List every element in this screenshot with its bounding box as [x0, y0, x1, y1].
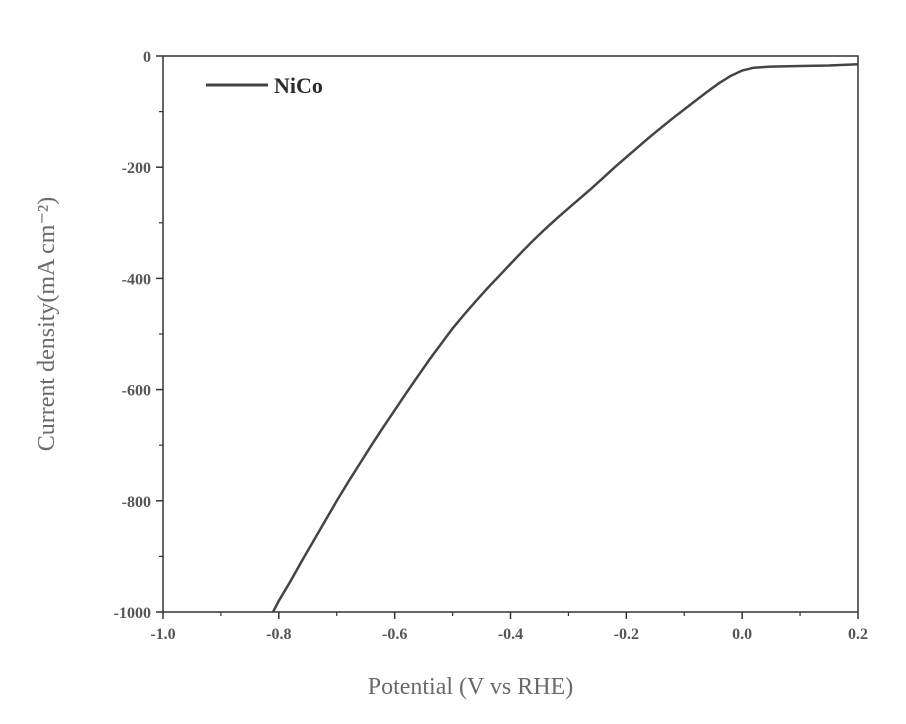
series-line-nico [273, 64, 858, 612]
y-tick-label: -400 [122, 271, 151, 288]
y-tick-label: -1000 [114, 605, 151, 622]
x-axis-ticks: -1.0 -0.8 -0.6 -0.4 -0.2 0.0 0.2 [150, 612, 868, 643]
legend: NiCo [206, 73, 323, 98]
y-axis-ticks: 0 -200 -400 -600 -800 -1000 [114, 49, 163, 622]
x-tick-label: 0.0 [732, 626, 752, 643]
plot-area [163, 56, 858, 612]
y-tick-label: -200 [122, 160, 151, 177]
y-axis-title: Current density(mA cm⁻²) [34, 197, 60, 451]
x-axis-title: Potential (V vs RHE) [368, 674, 574, 700]
x-tick-label: -0.4 [498, 626, 523, 643]
x-tick-label: -0.6 [382, 626, 407, 643]
x-tick-label: -1.0 [150, 626, 175, 643]
x-tick-label: -0.2 [614, 626, 639, 643]
x-tick-label: 0.2 [848, 626, 868, 643]
y-tick-label: -600 [122, 383, 151, 400]
y-tick-label: -800 [122, 494, 151, 511]
y-tick-label: 0 [143, 49, 151, 66]
x-tick-label: -0.8 [266, 626, 291, 643]
legend-label-nico: NiCo [274, 73, 323, 98]
plot-frame [163, 56, 858, 612]
